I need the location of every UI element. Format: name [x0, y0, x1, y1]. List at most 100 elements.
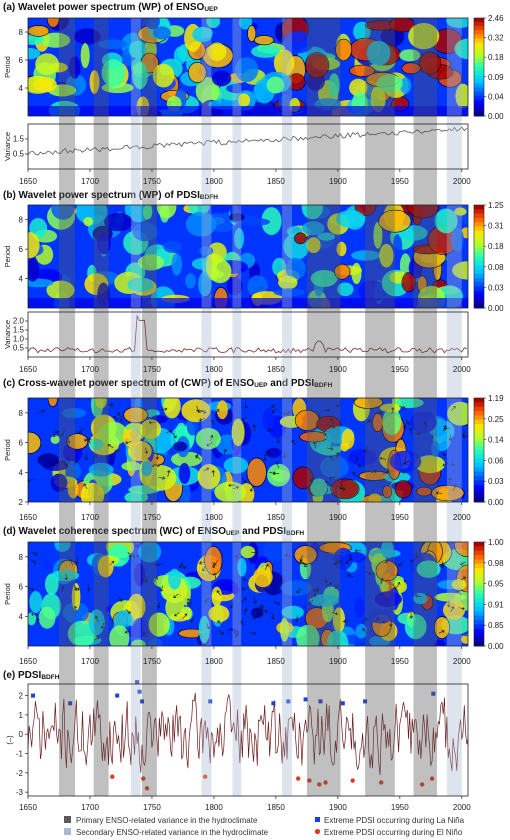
el-nino-point — [141, 776, 146, 781]
colorbar-tick-label: 0.03 — [488, 477, 504, 486]
el-nino-point — [317, 782, 322, 787]
panel-title-d: (d) Wavelet coherence spectrum (WC) of E… — [3, 526, 304, 537]
pdsi-line-panel — [27, 680, 469, 791]
colorbar-tick-label: 0.00 — [488, 112, 504, 121]
x-tick-label: 1700 — [81, 803, 99, 812]
colorbar-d — [473, 541, 485, 647]
tick-label: 1 — [19, 711, 24, 720]
secondary-band — [232, 18, 242, 796]
x-tick-label: 1800 — [205, 177, 223, 186]
x-tick-label: 1900 — [329, 803, 347, 812]
la-nina-point — [137, 689, 142, 694]
secondary-band — [130, 18, 141, 796]
tick-label: 1.5 — [13, 135, 25, 144]
x-tick-label: 1750 — [143, 177, 161, 186]
primary-band — [142, 18, 157, 796]
colorbar-tick-label: 0.03 — [488, 283, 504, 292]
tick-label: 4 — [19, 468, 24, 477]
x-tick-label: 1700 — [81, 365, 99, 374]
el-nino-point — [429, 776, 435, 781]
la-nina-point — [135, 680, 140, 685]
el-nino-point — [203, 774, 208, 779]
x-tick-label: 1750 — [143, 365, 161, 374]
x-tick-label: 2000 — [453, 803, 471, 812]
tick-label: 6 — [19, 245, 24, 254]
heatmap-b — [28, 205, 468, 308]
colorbar-tick-label: 0.18 — [488, 242, 504, 251]
heatmap-c — [28, 398, 468, 502]
colorbar-tick-label: 0.00 — [488, 642, 504, 651]
tick-label: 0.5 — [13, 344, 25, 353]
legend-primary-swatch — [64, 816, 71, 823]
tick-label: 1.0 — [13, 335, 25, 344]
colorbar-tick-label: 1.25 — [488, 201, 504, 210]
tick-label: 8 — [19, 553, 24, 562]
x-tick-label: 1950 — [391, 803, 409, 812]
legend-secondary-swatch — [64, 828, 71, 835]
x-tick-label: 1800 — [205, 365, 223, 374]
x-tick-label: 1850 — [267, 803, 285, 812]
la-nina-point — [31, 693, 35, 698]
la-nina-point — [286, 699, 291, 704]
variance-panel-a — [27, 126, 468, 156]
colorbar-a — [473, 17, 485, 117]
axis-label: Variance — [3, 320, 12, 349]
el-nino-point — [144, 786, 150, 791]
tick-label: 6 — [19, 56, 24, 65]
tick-label: -3 — [16, 788, 24, 797]
x-tick-label: 1850 — [267, 365, 285, 374]
panel-titles: (a) Wavelet power spectrum (WP) of ENSOU… — [3, 2, 333, 681]
axis-label: Variance — [3, 132, 12, 161]
colorbar-tick-label: 0.32 — [488, 34, 504, 43]
tick-label: 0.5 — [13, 150, 25, 159]
tick-label: 2 — [19, 498, 24, 507]
tick-label: -2 — [16, 769, 24, 778]
x-tick-label: 1650 — [19, 177, 37, 186]
variance-panel-b — [27, 314, 467, 354]
la-nina-point — [363, 699, 368, 704]
panel-title-a: (a) Wavelet power spectrum (WP) of ENSOU… — [3, 2, 218, 13]
x-tick-label: 1900 — [329, 365, 347, 374]
x-tick-label: 1650 — [19, 657, 37, 666]
tick-label: 8 — [19, 409, 24, 418]
x-tick-label: 1650 — [19, 513, 37, 522]
la-nina-point — [340, 701, 345, 706]
el-nino-point — [350, 778, 355, 783]
primary-band — [93, 18, 109, 796]
axes: -3-2-1012(–)468Period0.51.5Variance468Pe… — [3, 17, 471, 812]
colorbar-tick-label: 0.25 — [488, 415, 504, 424]
la-nina-point — [140, 699, 144, 704]
primary-band — [306, 18, 341, 796]
colorbar-tick-label: 1.00 — [488, 538, 504, 547]
x-tick-label: 1700 — [81, 657, 99, 666]
primary-band — [365, 18, 395, 796]
el-nino-point — [296, 776, 301, 781]
x-tick-label: 1800 — [205, 513, 223, 522]
tick-label: 4 — [19, 612, 24, 621]
axis-label: Period — [3, 439, 12, 461]
axis-label: Period — [3, 583, 12, 605]
colorbar-tick-label: 1.19 — [488, 394, 504, 403]
colorbar-tick-label: 0.09 — [488, 73, 504, 82]
colorbar-tick-label: 0.18 — [488, 53, 504, 62]
x-tick-label: 1700 — [81, 177, 99, 186]
colorbar-tick-label: 0.00 — [488, 498, 504, 507]
enso-bands — [59, 18, 462, 796]
colorbar-b — [473, 204, 485, 309]
secondary-band — [282, 18, 292, 796]
colorbar-tick-label: 0.95 — [488, 580, 504, 589]
legend-la-nina-marker — [315, 817, 320, 822]
tick-label: 2.0 — [13, 317, 25, 326]
legend-primary-label: Primary ENSO-related variance in the hyd… — [76, 816, 258, 825]
colorbar-c — [473, 397, 485, 503]
tick-label: 6 — [19, 583, 24, 592]
tick-label: 4 — [19, 84, 24, 93]
x-tick-label: 2000 — [453, 177, 471, 186]
el-nino-point — [307, 778, 312, 783]
colorbar-tick-label: 0.85 — [488, 621, 504, 630]
legend: Primary ENSO-related variance in the hyd… — [64, 816, 465, 837]
la-nina-point — [68, 701, 73, 706]
colorbar-tick-label: 0.06 — [488, 456, 504, 465]
legend-el-nino-marker — [314, 828, 321, 835]
x-tick-label: 1850 — [267, 177, 285, 186]
